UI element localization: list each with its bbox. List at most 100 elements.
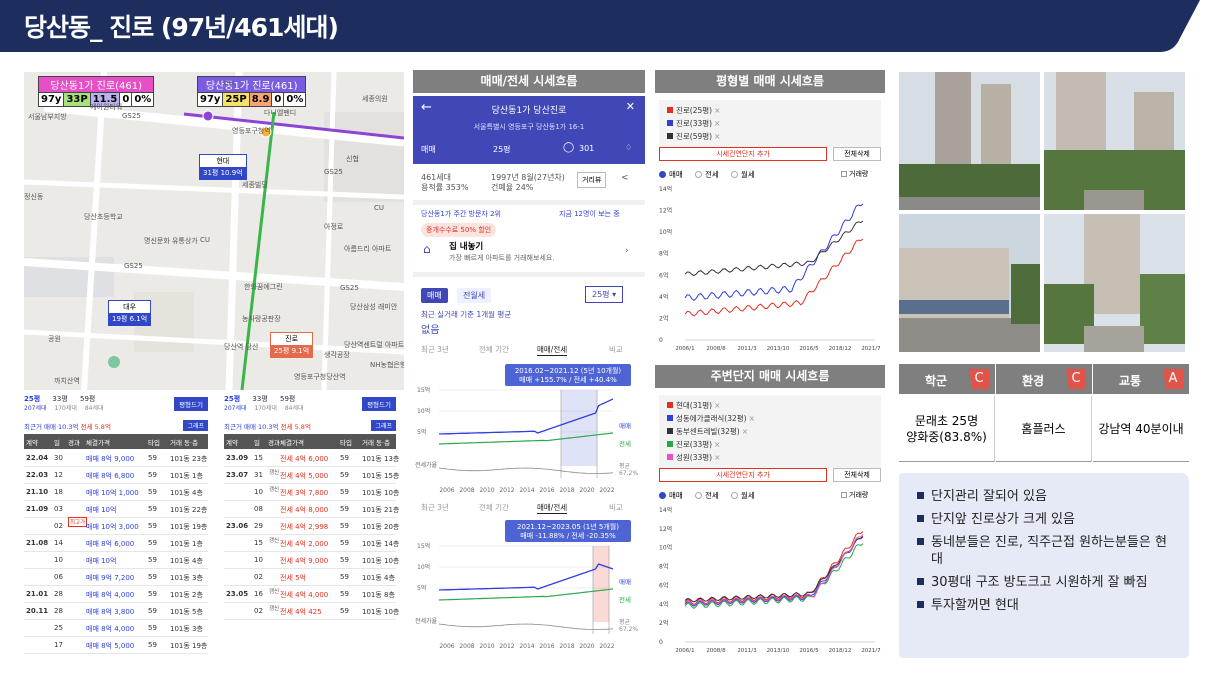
series-item[interactable]: 현대(31평) × [667, 400, 720, 411]
map-pin-daewoo[interactable]: 대우 19평 6.1억 [108, 300, 152, 326]
dropdown-trade[interactable]: 매매 [421, 145, 436, 154]
table-row[interactable]: 23.05 16 갱신 전세 4억 4,000 59 101동 8층 [224, 586, 396, 603]
share-icon[interactable]: < [621, 173, 629, 183]
table-cell: 101동 23층 [170, 455, 208, 463]
tab-59[interactable]: 59평 [80, 395, 96, 403]
period-tab[interactable]: 매매/전세 [537, 503, 568, 514]
sell-title[interactable]: 집 내놓기 [449, 242, 484, 252]
table-row[interactable]: 21.01 28 매매 8억 4,000 59 101동 2층 [24, 586, 208, 603]
tab-25[interactable]: 25평 [24, 395, 41, 403]
table-row[interactable]: 21.09 03 매매 10억 59 101동 22층 [24, 501, 208, 518]
pyeong-button[interactable]: 평형드기 [362, 397, 396, 411]
table-row[interactable]: 23.06 29 전세 4억 2,998 59 101동 20층 [224, 518, 399, 535]
delete-all-button[interactable]: 전체삭제 [833, 147, 881, 161]
map-label: CU [224, 80, 235, 88]
table-row[interactable]: 23.07 31 갱신 전세 4억 5,000 59 101동 15층 [224, 467, 399, 484]
radio-option[interactable]: 매매 [659, 169, 683, 180]
table-cell: 59 [148, 624, 157, 632]
back-icon[interactable]: ← [421, 100, 432, 115]
bell-icon[interactable]: ♢ [625, 143, 633, 152]
series-item[interactable]: 진로(33평) × [667, 118, 720, 129]
table-row[interactable]: 10 갱신 전세 3억 7,800 59 101동 10층 [224, 484, 399, 501]
table-row[interactable]: 23.09 15 전세 4억 6,000 59 101동 13층 [224, 450, 399, 467]
tab-59[interactable]: 59평 [280, 395, 296, 403]
series-item[interactable]: 성원(33평) × [667, 452, 720, 463]
add-complex-button[interactable]: 시세건연단지 추가 [659, 468, 827, 482]
pyeong-select[interactable]: 25평 ▾ [585, 286, 624, 303]
series-item[interactable]: 성동에가클래식(32평) × [667, 413, 755, 424]
table-header-cell: 계약 [226, 439, 238, 447]
radio-option[interactable]: 월세 [731, 169, 755, 180]
trend-chart-2: 2021.12~2023.05 (1년 5개월)매매 -11.88% / 전세 … [415, 520, 638, 650]
series-item[interactable]: 진로(33평) × [667, 439, 720, 450]
table-row[interactable]: 10 전세 4억 9,000 59 101동 10층 [224, 552, 399, 569]
table-row[interactable]: 02 최고가 매매 10억 3,000 59 101동 19층 [24, 517, 208, 535]
series-item[interactable]: 진로(59평) × [667, 131, 720, 142]
remove-icon[interactable]: × [714, 106, 721, 115]
table-row[interactable]: 22.04 30 매매 8억 9,000 59 101동 23층 [24, 450, 208, 467]
period-tab[interactable]: 전체 기간 [479, 503, 509, 512]
table-row[interactable]: 10 매매 10억 59 101동 4층 [24, 552, 208, 569]
table-row[interactable]: 06 매매 9억 7,200 59 101동 3층 [24, 569, 208, 586]
table-row[interactable]: 17 매매 8억 5,000 59 101동 19층 [24, 637, 208, 654]
radio-option[interactable]: 월세 [731, 490, 755, 501]
right2-chart: 14억 12억 10억 8억 6억 4억 2억 0 2006/1 2008/8 2011/3 2013… [659, 506, 881, 654]
graph-button[interactable]: 그래프 [371, 420, 396, 431]
remove-icon[interactable]: × [741, 427, 748, 436]
period-tab[interactable]: 최근 3년 [421, 345, 449, 354]
table-row[interactable]: 15 갱신 전세 4억 2,000 59 101동 14층 [224, 535, 400, 552]
volume-checkbox[interactable]: 거래량 [841, 490, 868, 500]
tab-25[interactable]: 25평 [224, 395, 241, 403]
add-complex-button[interactable]: 시세건연단지 추가 [659, 147, 827, 161]
roadview-button[interactable]: 거리뷰 [577, 172, 607, 188]
graph-button[interactable]: 그래프 [183, 420, 208, 431]
table-row[interactable]: 21.10 18 매매 10억 1,000 59 101동 4층 [24, 484, 208, 501]
period-tab[interactable]: 비교 [609, 503, 623, 512]
radio-option[interactable]: 전세 [695, 169, 719, 180]
period-tab[interactable]: 전체 기간 [479, 345, 509, 354]
radio-option[interactable]: 매매 [659, 490, 683, 501]
remove-icon[interactable]: × [714, 453, 721, 462]
table-row[interactable]: 02 전세 5억 59 101동 4층 [224, 569, 396, 586]
comment-icon[interactable]: ◯ [563, 142, 575, 153]
tab-rent[interactable]: 전월세 [457, 288, 492, 303]
close-icon[interactable]: ✕ [625, 100, 635, 113]
table-cell: 전세 4억 5,000 [280, 472, 329, 480]
map-pin-hyundai[interactable]: 현대 31평 10.9억 [199, 154, 247, 180]
table-row[interactable]: 02 갱신 전세 4억 425 59 101동 10층 [224, 603, 399, 620]
remove-icon[interactable]: × [714, 132, 721, 141]
map-pin-jinro[interactable]: 진로 25평 9.1억 [270, 332, 314, 358]
delete-all-button[interactable]: 전체삭제 [833, 468, 881, 482]
table-row[interactable]: 21.08 14 매매 8억 6,000 59 101동 1층 [24, 535, 208, 552]
remove-icon[interactable]: × [714, 119, 721, 128]
remove-icon[interactable]: × [714, 440, 721, 449]
dropdown-pyeong[interactable]: 25평 [493, 145, 511, 154]
period-tab[interactable]: 최근 3년 [421, 503, 449, 512]
tab-33[interactable]: 33평 [52, 395, 68, 403]
tab-33[interactable]: 33평 [252, 395, 268, 403]
table-cell: 21.08 [26, 539, 49, 547]
series-item[interactable]: 동부센트레빌(32평) × [667, 426, 748, 437]
remove-icon[interactable]: × [714, 401, 721, 410]
note-text: 투자할꺼면 현대 [931, 598, 1019, 613]
pyeong-button[interactable]: 평형드기 [174, 397, 208, 411]
chevron-right-icon[interactable]: › [625, 246, 629, 256]
table-row[interactable]: 08 전세 4억 8,000 59 101동 21층 [224, 501, 399, 518]
remove-icon[interactable]: × [748, 414, 755, 423]
tab-sale[interactable]: 매매 [421, 288, 448, 303]
table-cell: 22.04 [26, 454, 49, 462]
table-row[interactable]: 20.11 28 매매 8억 3,800 59 101동 5층 [24, 603, 208, 620]
radio-dot [695, 171, 702, 178]
radio-option[interactable]: 전세 [695, 490, 719, 501]
period-tab[interactable]: 비교 [609, 345, 623, 354]
table-row[interactable]: 22.03 12 매매 8억 6,800 59 101동 1층 [24, 467, 208, 484]
table-row[interactable]: 25 매매 8억 4,000 59 101동 3층 [24, 620, 208, 637]
series-name: 성동에가클래식(32평) [676, 414, 747, 423]
period-tab[interactable]: 매매/전세 [537, 345, 568, 356]
radio-dot [659, 171, 666, 178]
table-cell: 101동 14층 [362, 540, 400, 548]
volume-checkbox[interactable]: 거래량 [841, 169, 868, 179]
series-item[interactable]: 진로(25평) × [667, 105, 720, 116]
map-view[interactable]: 당산동1가 진로(461) 97y 33P 11.5 0 0% 당산동1가 진로… [24, 72, 404, 390]
